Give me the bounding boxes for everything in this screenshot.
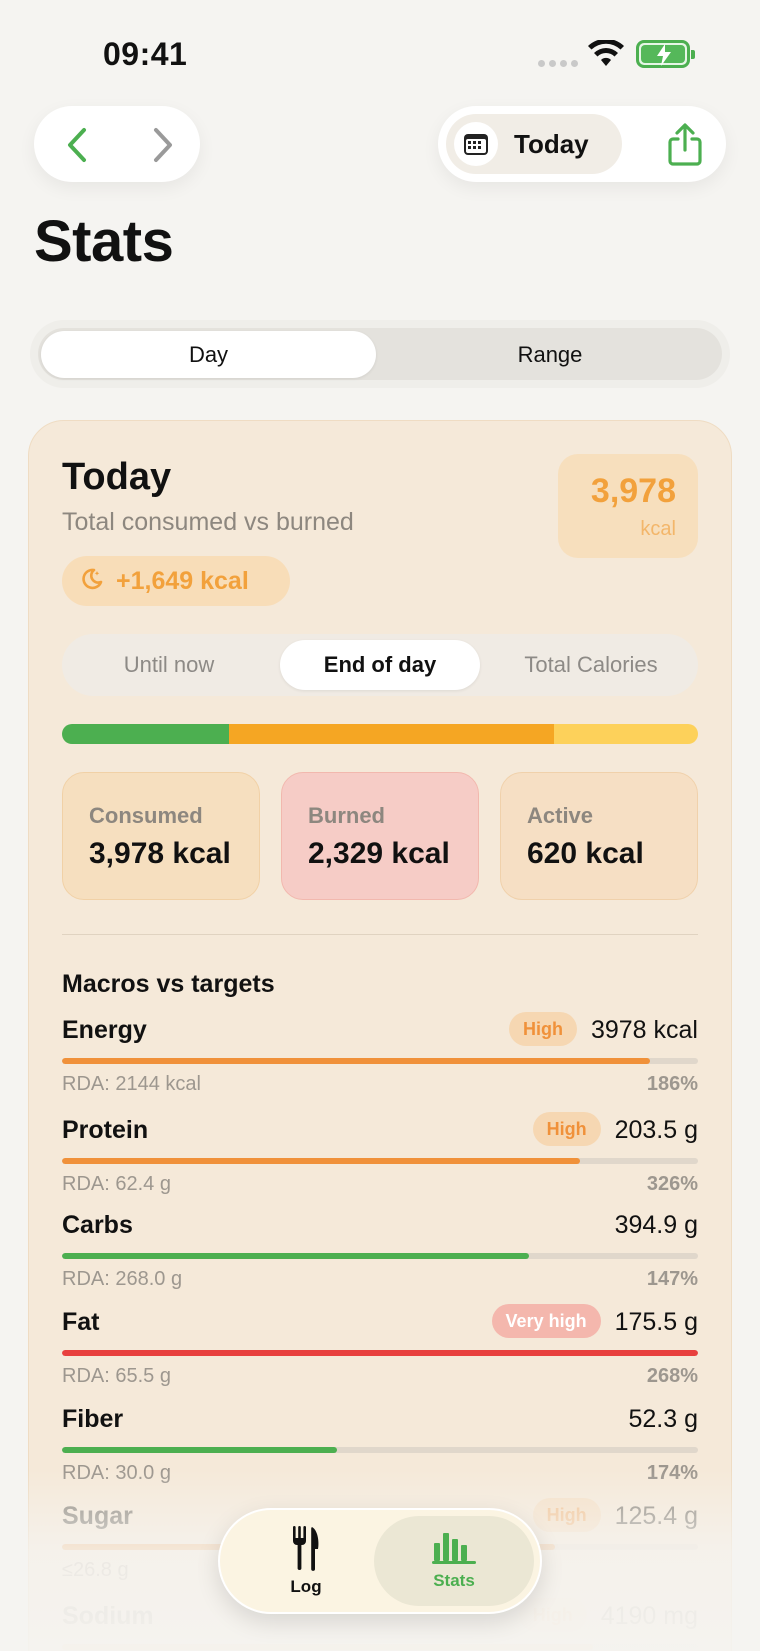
tab-stats[interactable]: Stats: [374, 1516, 534, 1606]
total-kcal-value: 3,978: [590, 472, 676, 510]
macro-track: [62, 1350, 698, 1356]
balance-value: +1,649 kcal: [116, 566, 249, 595]
mode-end-of-day[interactable]: End of day: [280, 640, 480, 690]
history-nav: [34, 106, 200, 182]
macro-track: [62, 1158, 698, 1164]
card-subtitle: Total consumed vs burned: [62, 508, 354, 536]
balance-badge: +1,649 kcal: [62, 556, 290, 606]
macro-name: Fat: [62, 1308, 100, 1336]
calorie-progress-bar: [62, 724, 698, 744]
toggle-day[interactable]: Day: [41, 331, 376, 378]
macro-name: Fiber: [62, 1405, 124, 1433]
tile-value: 620 kcal: [527, 837, 644, 870]
macro-name: Carbs: [62, 1211, 133, 1239]
macro-fill: [62, 1447, 338, 1453]
macro-value: 3978 kcal: [590, 1016, 698, 1044]
mode-until-now[interactable]: Until now: [123, 652, 215, 677]
calendar-icon: [454, 122, 498, 166]
total-kcal-unit: kcal: [640, 518, 676, 540]
macros-title: Macros vs targets: [62, 970, 275, 998]
tab-log[interactable]: Log: [238, 1516, 374, 1606]
chevron-right-icon: [154, 128, 172, 162]
tab-label: Log: [290, 1577, 322, 1596]
macro-name: Energy: [62, 1016, 147, 1044]
macro-name: Protein: [62, 1116, 149, 1144]
summary-card: [28, 420, 732, 1651]
share-button[interactable]: [660, 118, 710, 172]
signal-icon: [538, 60, 578, 67]
forward-button[interactable]: [138, 120, 188, 170]
macro-value: 52.3 g: [628, 1405, 698, 1433]
tile-label: Burned: [308, 803, 385, 828]
tile-label: Consumed: [89, 803, 203, 828]
page-title: Stats: [34, 209, 174, 274]
macro-percent: 186%: [646, 1073, 698, 1095]
macro-status-badge: High: [532, 1112, 601, 1146]
macro-value: 394.9 g: [614, 1211, 698, 1239]
macro-percent: 268%: [646, 1365, 698, 1387]
wifi-icon: [588, 38, 624, 73]
macro-value: 175.5 g: [614, 1308, 698, 1336]
status-time: 09:41: [103, 36, 188, 72]
macro-track: [62, 1058, 698, 1064]
macro-rda: RDA: 268.0 g: [62, 1268, 183, 1290]
macro-rda: RDA: 65.5 g: [62, 1365, 171, 1387]
tile-label: Active: [527, 803, 594, 828]
burned-tile: Burned 2,329 kcal: [281, 772, 479, 900]
macro-status-badge: High: [508, 1012, 577, 1046]
fork-knife-icon: [293, 1526, 319, 1571]
mode-total-calories[interactable]: Total Calories: [524, 652, 658, 677]
macro-track: [62, 1447, 698, 1453]
date-picker-button[interactable]: Today: [446, 114, 622, 174]
macro-fill: [62, 1158, 581, 1164]
macro-value: 203.5 g: [614, 1116, 698, 1144]
active-tile: Active 620 kcal: [500, 772, 698, 900]
moon-icon: [80, 567, 104, 596]
macro-rda: RDA: 2144 kcal: [62, 1073, 201, 1095]
back-button[interactable]: [52, 120, 102, 170]
progress-segment-active: [554, 724, 698, 744]
bar-chart-icon: [432, 1533, 476, 1564]
chevron-left-icon: [68, 128, 86, 162]
macro-fill: [62, 1253, 530, 1259]
progress-segment-burned: [229, 724, 555, 744]
macro-rda: RDA: 62.4 g: [62, 1173, 171, 1195]
tile-value: 3,978 kcal: [89, 837, 231, 870]
progress-segment-consumed: [62, 724, 230, 744]
macro-fill: [62, 1058, 651, 1064]
card-title: Today: [62, 456, 172, 498]
tile-value: 2,329 kcal: [308, 837, 450, 870]
total-kcal-box: [558, 454, 698, 558]
consumed-tile: Consumed 3,978 kcal: [62, 772, 260, 900]
macro-track: [62, 1253, 698, 1259]
macro-percent: 147%: [646, 1268, 698, 1290]
share-icon: [668, 123, 702, 166]
divider: [62, 934, 698, 935]
date-button-label: Today: [514, 128, 589, 159]
macro-percent: 326%: [646, 1173, 698, 1195]
tab-label: Stats: [433, 1571, 475, 1590]
battery-icon: [636, 40, 695, 68]
macro-status-badge: Very high: [491, 1304, 601, 1338]
macro-fill: [62, 1350, 698, 1356]
toggle-range[interactable]: Range: [517, 341, 583, 367]
